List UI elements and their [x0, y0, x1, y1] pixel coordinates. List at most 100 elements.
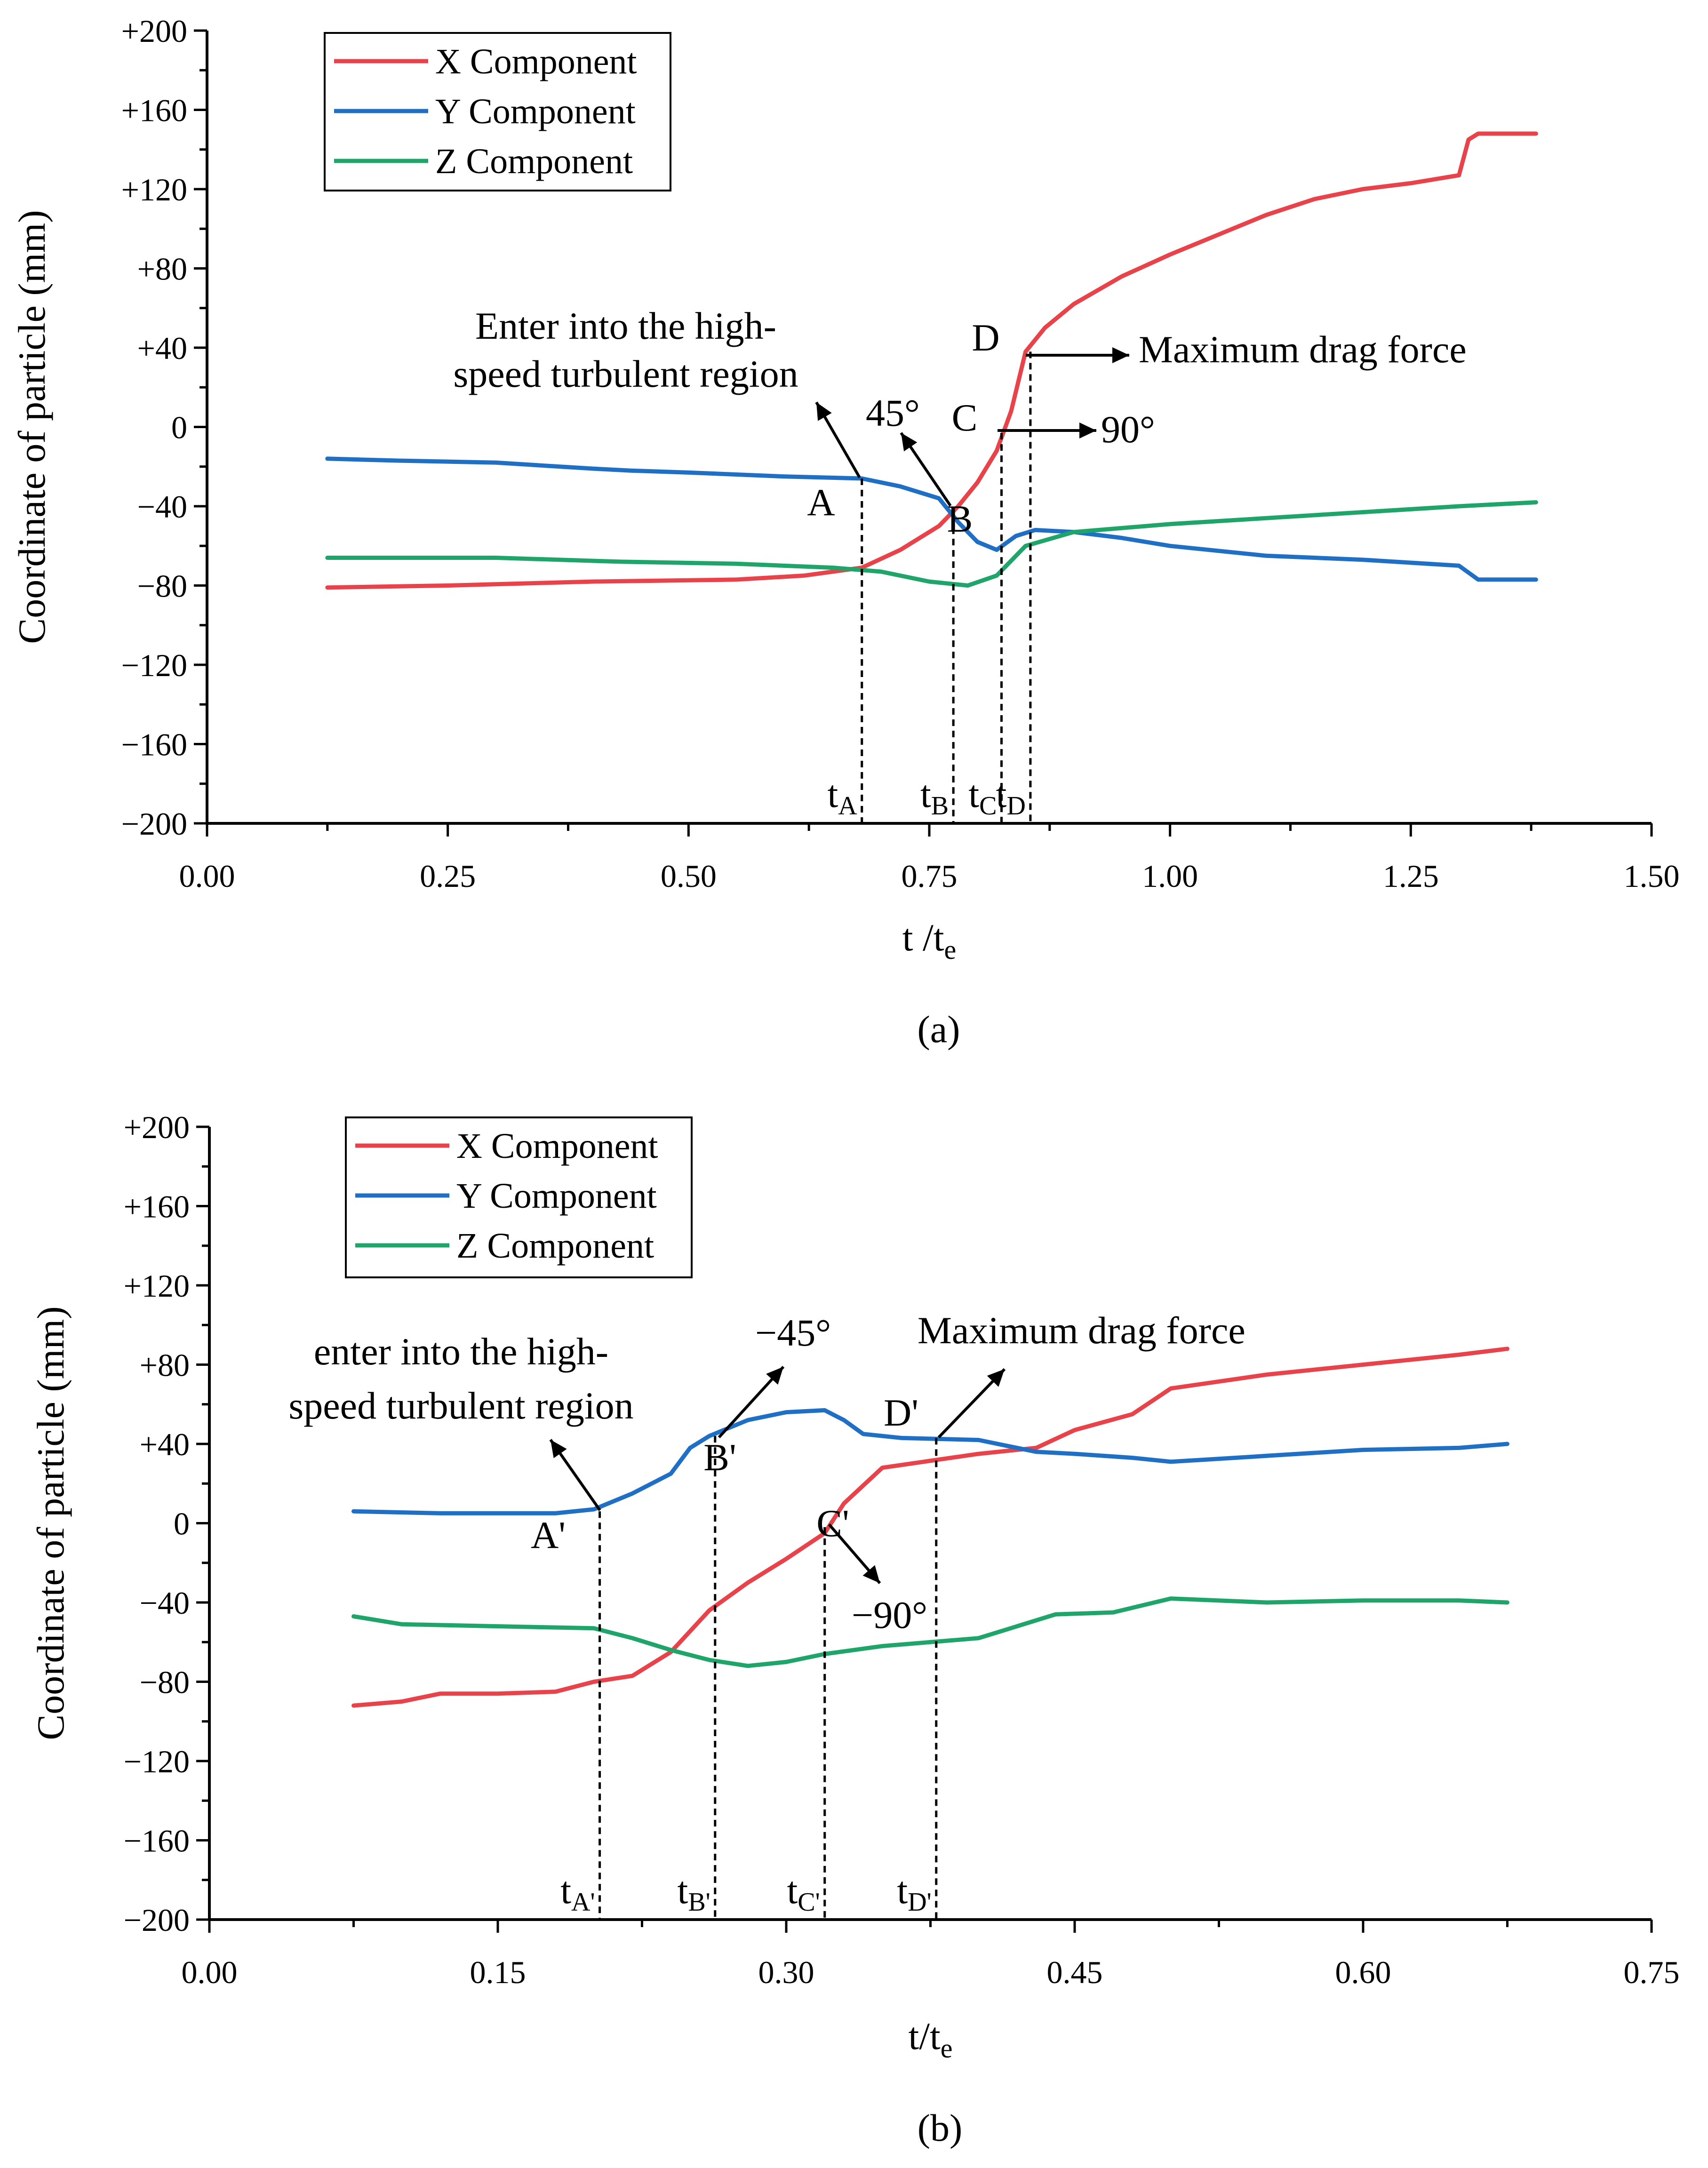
y-tick-label: −160 — [121, 727, 187, 763]
series-x-component — [325, 131, 1538, 590]
marker-label: tA' — [560, 1869, 595, 1917]
x-axis-title-main: t /t — [902, 916, 944, 959]
y-tick-label: −200 — [121, 806, 187, 842]
point-label-c: C — [952, 396, 978, 439]
y-tick-label: 0 — [174, 1506, 190, 1542]
x-tick-label: 0.25 — [420, 858, 476, 894]
annotation-entry-line2: speed turbulent region — [288, 1384, 633, 1427]
marker-label: tD' — [897, 1869, 931, 1917]
x-tick-label: 0.75 — [1624, 1954, 1680, 1990]
y-tick-label: −40 — [140, 1585, 190, 1621]
y-tick-label: +80 — [140, 1347, 190, 1383]
marker-label: tB — [920, 773, 949, 821]
y-tick-label: +120 — [121, 172, 187, 207]
x-axis-title-main: t/t — [908, 2015, 941, 2057]
entry-arrow-head — [551, 1440, 567, 1459]
angle-b-arrow-head — [766, 1367, 783, 1385]
marker-label-sub: A' — [571, 1888, 595, 1917]
marker-label-sub: B' — [688, 1888, 710, 1917]
y-axis-title: Coordinate of particle (mm) — [10, 210, 53, 644]
marker-label-sub: D — [1006, 791, 1025, 821]
y-tick-label: −200 — [124, 1902, 190, 1938]
point-label-a: A' — [531, 1514, 566, 1556]
marker-label-sub: C' — [798, 1888, 820, 1917]
x-tick-label: 1.00 — [1142, 858, 1198, 894]
x-axis-title: t/te — [908, 2015, 952, 2064]
y-tick-label: +200 — [121, 13, 187, 49]
point-label-c: C' — [816, 1502, 849, 1545]
marker-label-sub: C — [979, 791, 997, 821]
chart-panel-b: +200 +160 +120 +80 +40 0 −40 −80 −120 −160 −200 0.0… — [29, 1109, 1680, 2149]
y-tick-label: −120 — [121, 647, 187, 683]
marker-label-sub: B — [931, 791, 949, 821]
x-axis-title-sub: e — [944, 934, 957, 965]
point-label-b: B — [947, 497, 973, 540]
marker-label: tB' — [678, 1869, 710, 1917]
x-tick-label: 0.00 — [182, 1954, 238, 1990]
y-tick-label: +160 — [124, 1189, 190, 1225]
x-axis-title: t /te — [902, 916, 957, 965]
panel-caption: (a) — [917, 1008, 960, 1051]
marker-label-main: t — [560, 1869, 571, 1912]
angle-b-arrow-head — [901, 433, 918, 452]
legend-entry: Y Component — [456, 1176, 657, 1216]
max-drag-arrow-head — [1112, 347, 1129, 363]
y-axis-title: Coordinate of particle (mm) — [29, 1306, 72, 1740]
x-tick-label: 0.45 — [1047, 1954, 1103, 1990]
annotation-angle-b: −45° — [755, 1311, 831, 1354]
legend-entry: Z Component — [456, 1226, 654, 1266]
y-tick-label: +80 — [137, 251, 187, 287]
marker-label: tC — [968, 773, 997, 821]
y-tick-label: +40 — [137, 330, 187, 366]
marker-label-main: t — [996, 773, 1007, 815]
marker-label: tD — [996, 773, 1026, 821]
legend-entry: X Component — [456, 1126, 658, 1166]
legend-entry: Y Component — [435, 92, 636, 131]
marker-label: tC' — [787, 1869, 820, 1917]
point-label-d: D — [972, 316, 999, 359]
x-tick-label: 0.00 — [179, 858, 235, 894]
series-z-component — [351, 1596, 1509, 1668]
annotation-max-drag: Maximum drag force — [1139, 328, 1467, 371]
x-tick-label: 0.50 — [661, 858, 717, 894]
max-drag-arrow-head — [987, 1369, 1005, 1387]
y-tick-label: −80 — [137, 568, 187, 604]
marker-label-main: t — [787, 1869, 798, 1912]
x-tick-label: 0.15 — [470, 1954, 526, 1990]
series-y-component — [351, 1408, 1509, 1515]
marker-label-main: t — [897, 1869, 908, 1912]
x-tick-label: 0.60 — [1335, 1954, 1391, 1990]
y-tick-label: −120 — [124, 1744, 190, 1779]
angle-c-arrow-head — [862, 1565, 880, 1583]
y-tick-label: −160 — [124, 1823, 190, 1859]
marker-label-main: t — [920, 773, 931, 815]
annotation-entry-line1: Enter into the high- — [475, 304, 776, 347]
point-label-b: B' — [703, 1436, 736, 1479]
x-tick-label: 1.50 — [1624, 858, 1680, 894]
y-tick-label: +40 — [140, 1427, 190, 1462]
series-z-component — [325, 500, 1538, 588]
annotation-entry-line2: speed turbulent region — [453, 352, 798, 395]
point-label-a: A — [807, 481, 835, 524]
x-axis-title-sub: e — [941, 2033, 953, 2064]
angle-c-arrow-head — [1079, 422, 1096, 438]
x-tick-label: 1.25 — [1383, 858, 1439, 894]
y-tick-label: 0 — [171, 410, 187, 446]
annotation-max-drag: Maximum drag force — [918, 1309, 1245, 1352]
legend-entry: X Component — [435, 42, 637, 81]
legend-entry: Z Component — [435, 142, 633, 181]
y-tick-label: +160 — [121, 93, 187, 128]
point-label-d: D' — [884, 1391, 918, 1434]
annotation-entry-line1: enter into the high- — [314, 1330, 608, 1373]
y-tick-label: −80 — [140, 1665, 190, 1700]
x-tick-label: 0.30 — [758, 1954, 814, 1990]
marker-label-main: t — [968, 773, 979, 815]
marker-label-sub: D' — [908, 1888, 932, 1917]
annotation-angle-c: 90° — [1101, 408, 1155, 451]
y-tick-label: −40 — [137, 489, 187, 525]
marker-label-sub: A — [838, 791, 857, 821]
annotation-angle-c: −90° — [852, 1594, 927, 1636]
x-tick-label: 0.75 — [902, 858, 958, 894]
marker-label-main: t — [827, 773, 838, 815]
